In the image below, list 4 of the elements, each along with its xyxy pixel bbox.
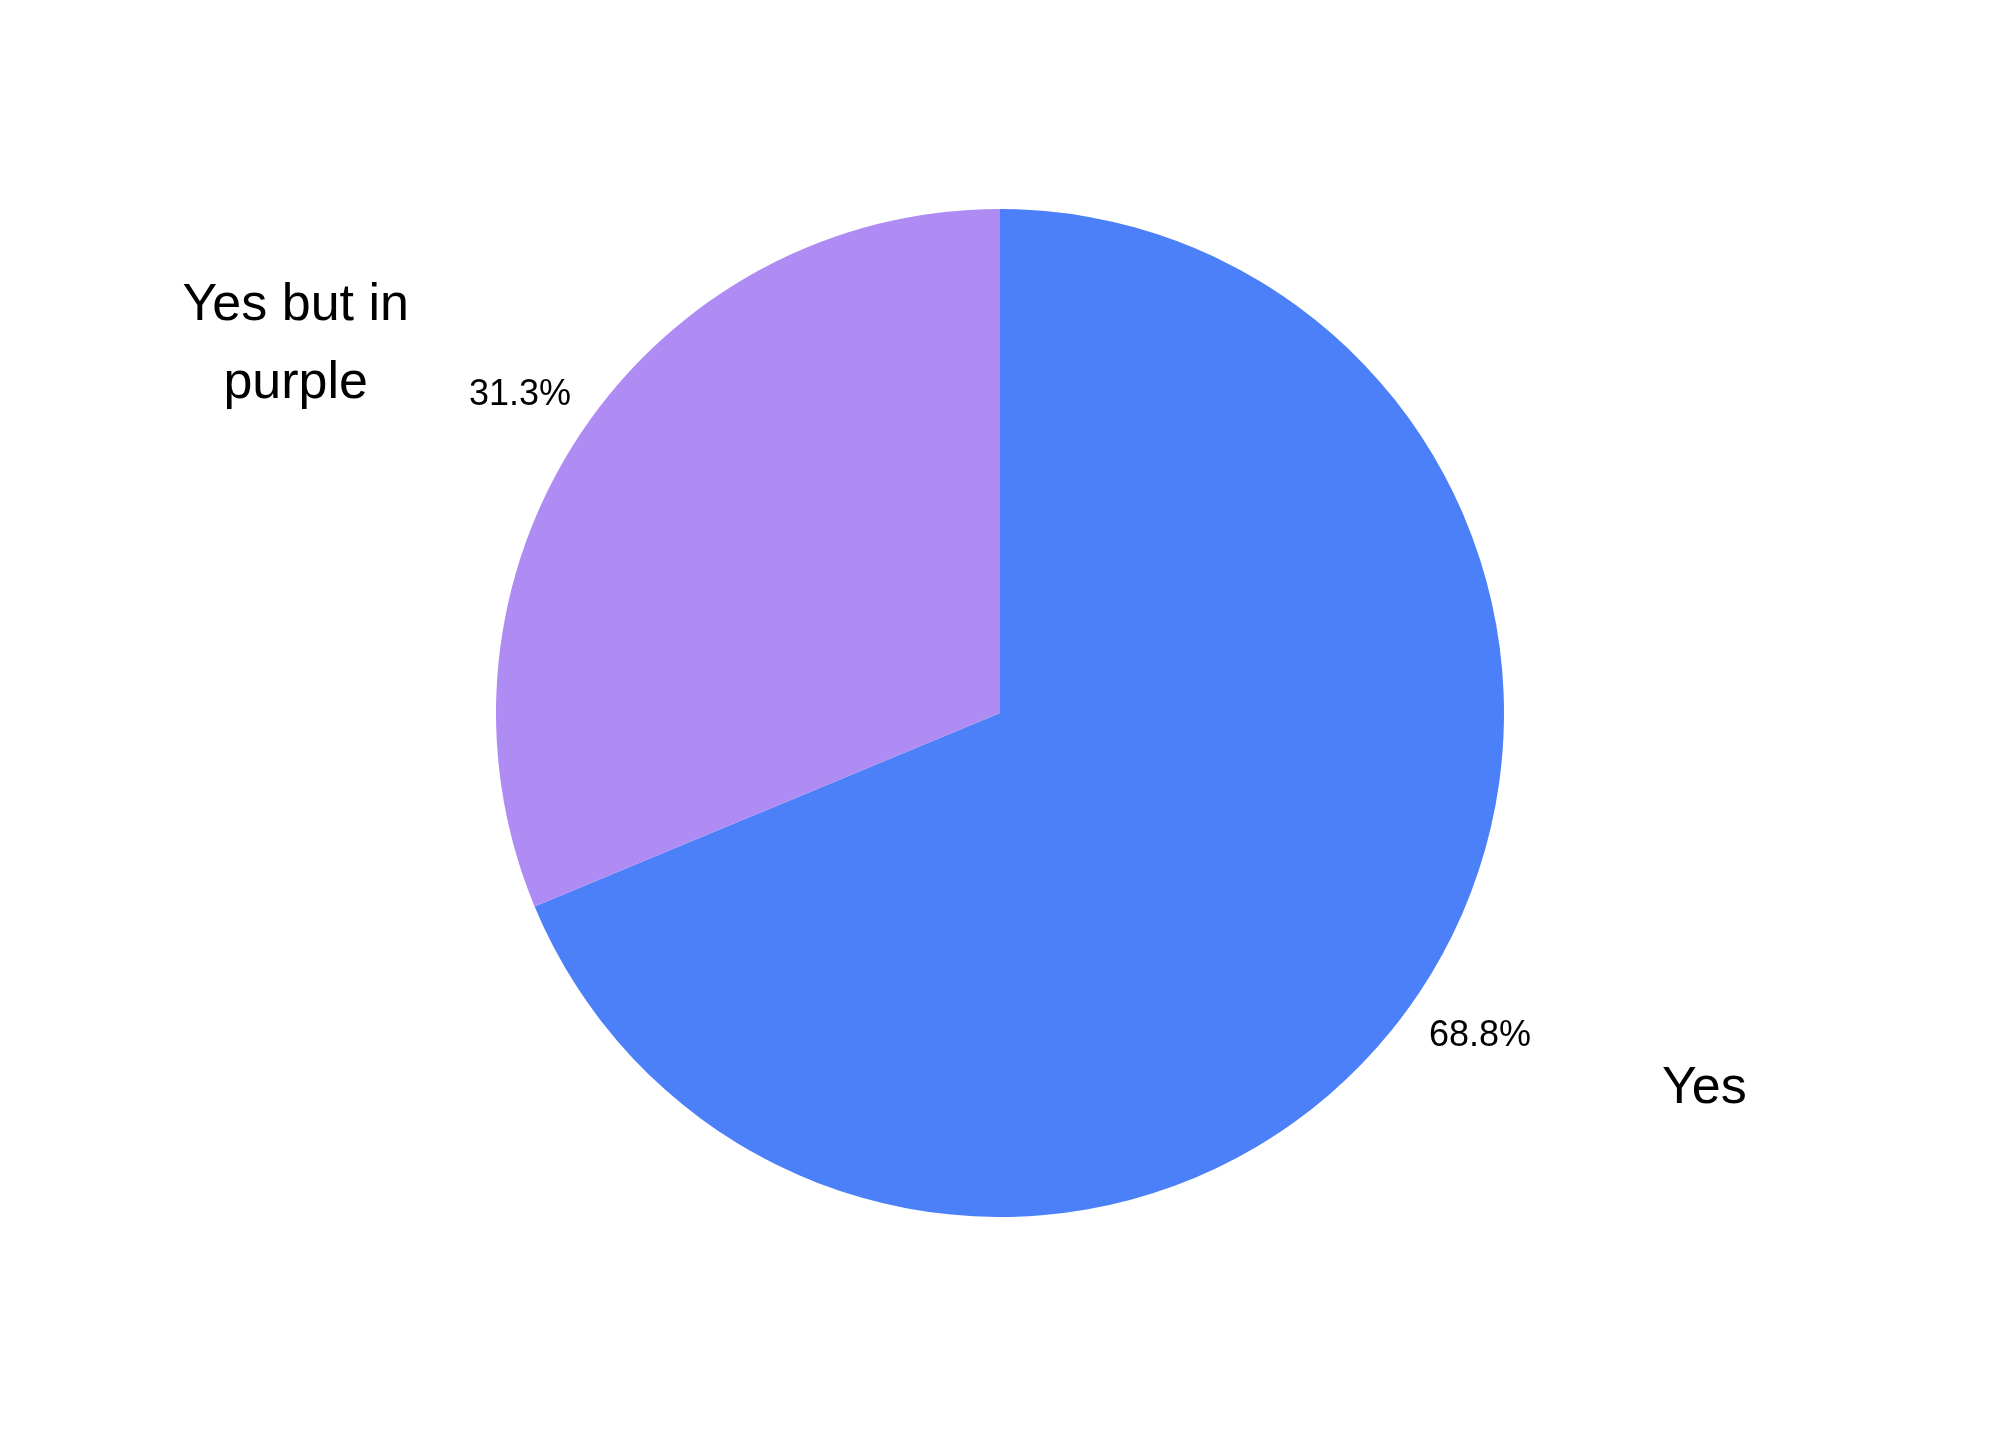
slice-label: Yes but in purple	[182, 273, 409, 410]
data-label: 68.8%	[1428, 1012, 1532, 1054]
slice-label: Yes	[1661, 1056, 1747, 1115]
data-label: 31.3%	[468, 372, 572, 414]
